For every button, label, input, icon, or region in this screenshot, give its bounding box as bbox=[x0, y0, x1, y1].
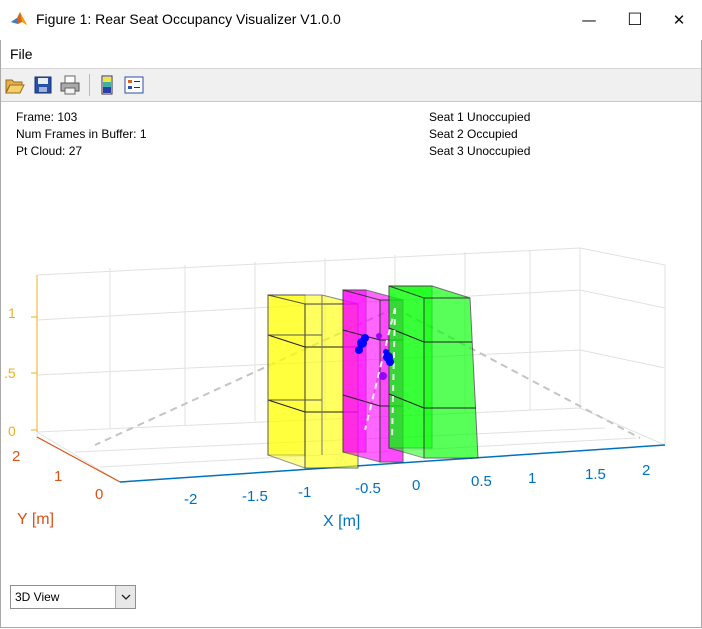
ptcloud-label: Pt Cloud: 27 bbox=[16, 144, 83, 158]
open-folder-icon[interactable] bbox=[4, 74, 26, 96]
x-tick-label: 1 bbox=[528, 470, 536, 487]
x-tick-label: -1.5 bbox=[242, 488, 268, 505]
x-tick-label: -1 bbox=[298, 484, 311, 501]
menu-file[interactable]: File bbox=[10, 46, 33, 62]
y-tick-label: 2 bbox=[12, 448, 20, 465]
seat1-status: Seat 1 Unoccupied bbox=[429, 110, 531, 124]
seat3-zone bbox=[388, 285, 479, 459]
minimize-button[interactable]: — bbox=[566, 0, 612, 40]
buffer-label: Num Frames in Buffer: 1 bbox=[16, 127, 147, 141]
x-tick-label: 1.5 bbox=[585, 466, 606, 483]
save-icon[interactable] bbox=[32, 74, 54, 96]
matlab-logo-icon bbox=[11, 12, 27, 25]
menu-bar: File bbox=[0, 40, 702, 68]
view-select[interactable]: 3D View bbox=[10, 585, 136, 609]
close-button[interactable]: ✕ bbox=[656, 0, 702, 40]
title-bar: Figure 1: Rear Seat Occupancy Visualizer… bbox=[0, 0, 702, 40]
occupancy-3d-plot[interactable]: 1 .5 0 2 1 0 Y [m] -2 -1.5 -1 -0.5 0 0.5… bbox=[0, 160, 702, 620]
frame-label: Frame: 103 bbox=[16, 110, 78, 124]
print-icon[interactable] bbox=[59, 74, 81, 96]
z-axis: 1 .5 0 bbox=[4, 275, 38, 439]
y-tick-label: 0 bbox=[95, 486, 103, 503]
seat2-status: Seat 2 Occupied bbox=[429, 127, 518, 141]
toolbar-separator bbox=[89, 74, 90, 96]
x-tick-label: 0.5 bbox=[471, 473, 492, 490]
x-tick-label: -2 bbox=[184, 491, 197, 508]
colorbar-icon[interactable] bbox=[96, 74, 118, 96]
close-icon: ✕ bbox=[672, 11, 686, 29]
maximize-icon: ☐ bbox=[627, 10, 643, 30]
toolbar bbox=[0, 68, 702, 102]
x-tick-label: -0.5 bbox=[355, 480, 381, 497]
legend-icon[interactable] bbox=[123, 74, 145, 96]
y-axis-label: Y [m] bbox=[17, 511, 54, 528]
info-right: Seat 1 Unoccupied Seat 2 Occupied Seat 3… bbox=[429, 109, 530, 160]
maximize-button[interactable]: ☐ bbox=[612, 0, 658, 40]
window-title: Figure 1: Rear Seat Occupancy Visualizer… bbox=[36, 11, 341, 27]
point-cloud bbox=[355, 333, 394, 380]
x-axis: -2 -1.5 -1 -0.5 0 0.5 1 1.5 2 X [m] bbox=[119, 444, 666, 530]
y-axis: 2 1 0 Y [m] bbox=[12, 436, 121, 528]
seat3-status: Seat 3 Unoccupied bbox=[429, 144, 531, 158]
info-left: Frame: 103 Num Frames in Buffer: 1 Pt Cl… bbox=[16, 109, 147, 160]
view-select-value: 3D View bbox=[15, 590, 60, 604]
view-select-arrow[interactable] bbox=[115, 586, 135, 608]
z-tick-label: 0 bbox=[8, 423, 16, 439]
x-tick-label: 0 bbox=[412, 477, 420, 494]
x-axis-label: X [m] bbox=[323, 513, 360, 530]
seat1-zone bbox=[267, 294, 359, 469]
x-tick-label: 2 bbox=[642, 462, 650, 479]
chevron-down-icon bbox=[121, 594, 130, 600]
y-tick-label: 1 bbox=[54, 468, 62, 485]
minimize-icon: — bbox=[581, 11, 597, 29]
z-tick-label: .5 bbox=[4, 365, 16, 381]
z-tick-label: 1 bbox=[8, 305, 16, 321]
sensor-fov-lines-front bbox=[364, 307, 396, 441]
